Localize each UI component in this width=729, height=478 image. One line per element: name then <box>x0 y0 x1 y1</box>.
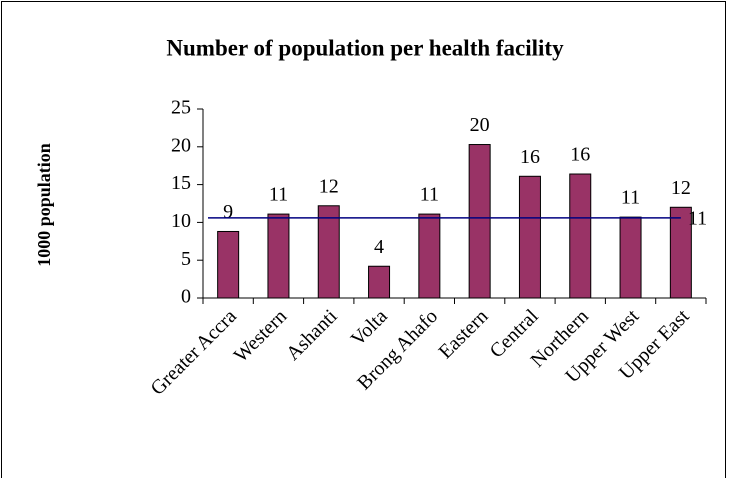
bar <box>267 213 290 299</box>
bar <box>217 230 240 299</box>
value-label: 16 <box>570 144 590 166</box>
y-tick-label: 20 <box>171 134 191 156</box>
value-label: 16 <box>520 146 540 168</box>
bar <box>619 216 642 299</box>
y-tick-label: 15 <box>171 172 191 194</box>
y-tick-label: 0 <box>181 286 191 308</box>
value-label: 20 <box>470 114 490 136</box>
value-label: 11 <box>420 184 439 206</box>
y-tick-label: 5 <box>181 248 191 270</box>
value-label: 12 <box>319 175 339 197</box>
bar <box>569 173 592 299</box>
bar <box>468 144 491 299</box>
y-tick-label: 25 <box>171 97 191 119</box>
value-label: 11 <box>621 187 640 209</box>
bar <box>418 213 441 299</box>
value-label: 4 <box>374 236 384 258</box>
chart-title: Number of population per health facility <box>166 35 564 60</box>
value-label: 11 <box>269 184 288 206</box>
y-tick-label: 10 <box>171 210 191 232</box>
bar <box>518 175 541 299</box>
bar <box>368 265 391 299</box>
value-label: 9 <box>223 201 233 223</box>
value-label: 12 <box>671 177 691 199</box>
reference-label: 11 <box>688 207 707 229</box>
bar <box>669 206 692 299</box>
bar <box>317 205 340 299</box>
y-axis-label: 1000 population <box>34 143 54 267</box>
